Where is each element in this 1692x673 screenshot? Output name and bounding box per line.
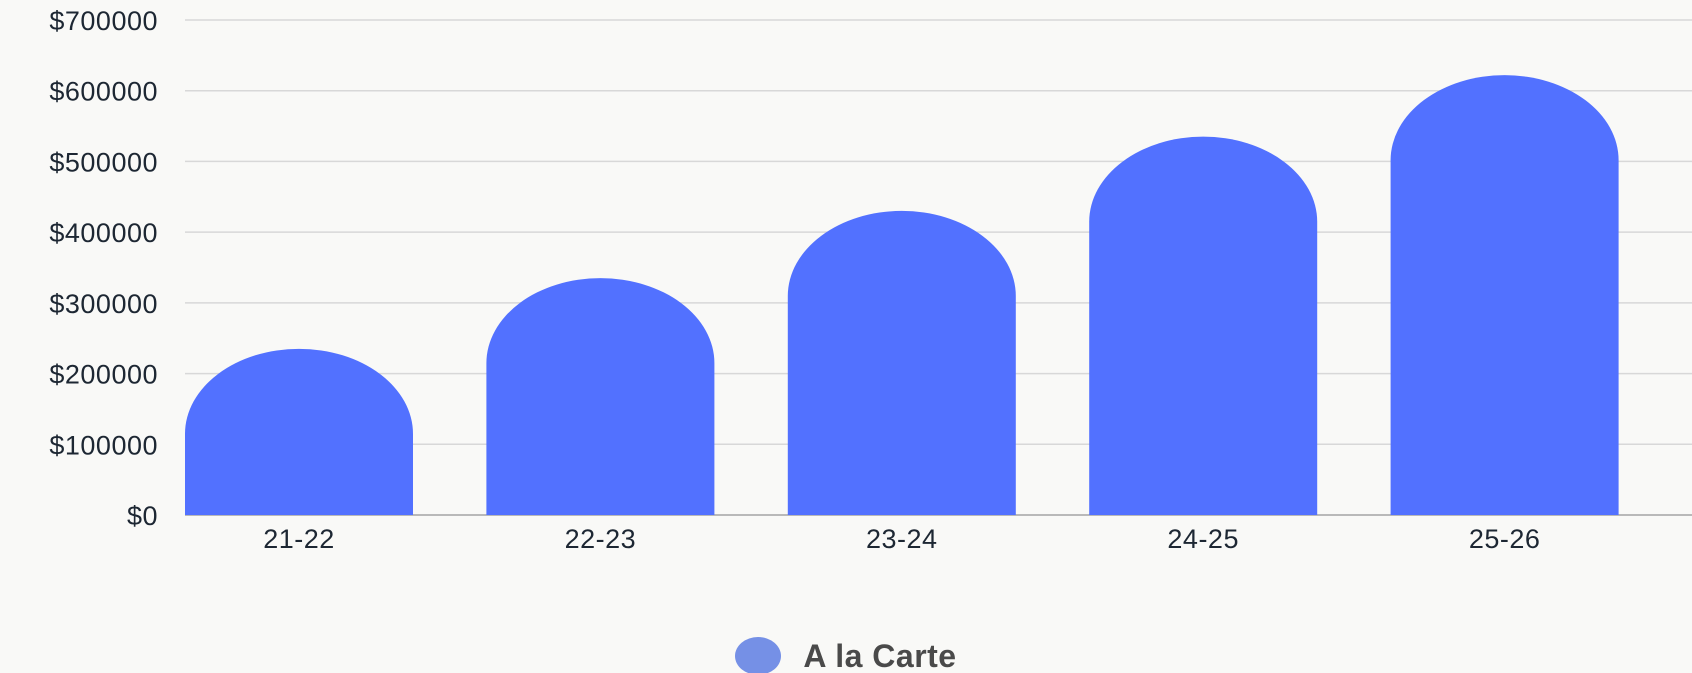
bars — [185, 75, 1619, 515]
x-tick-label: 23-24 — [866, 524, 938, 554]
y-tick-label: $500000 — [49, 147, 158, 177]
x-tick-label: 24-25 — [1167, 524, 1239, 554]
y-tick-label: $100000 — [49, 430, 158, 460]
bar-21-22[interactable] — [185, 348, 413, 515]
y-tick-label: $400000 — [49, 218, 158, 248]
y-tick-label: $300000 — [49, 289, 158, 319]
x-axis-ticks: 21-22 22-23 23-24 24-25 25-26 — [263, 524, 1540, 554]
y-tick-label: $200000 — [49, 360, 158, 390]
y-tick-label: $700000 — [49, 6, 158, 36]
legend[interactable]: A la Carte — [0, 628, 1692, 673]
x-tick-label: 21-22 — [263, 524, 335, 554]
x-tick-label: 25-26 — [1469, 524, 1541, 554]
bar-23-24[interactable] — [787, 210, 1016, 515]
bar-22-23[interactable] — [486, 278, 715, 515]
bar-24-25[interactable] — [1089, 136, 1318, 515]
legend-label[interactable]: A la Carte — [803, 637, 957, 673]
y-tick-label: $0 — [127, 501, 158, 531]
bar-25-26[interactable] — [1390, 75, 1619, 515]
y-tick-label: $600000 — [49, 77, 158, 107]
y-axis-ticks: $0 $100000 $200000 $300000 $400000 $500000 $60… — [49, 6, 158, 531]
legend-swatch — [735, 637, 782, 673]
x-tick-label: 22-23 — [565, 524, 637, 554]
